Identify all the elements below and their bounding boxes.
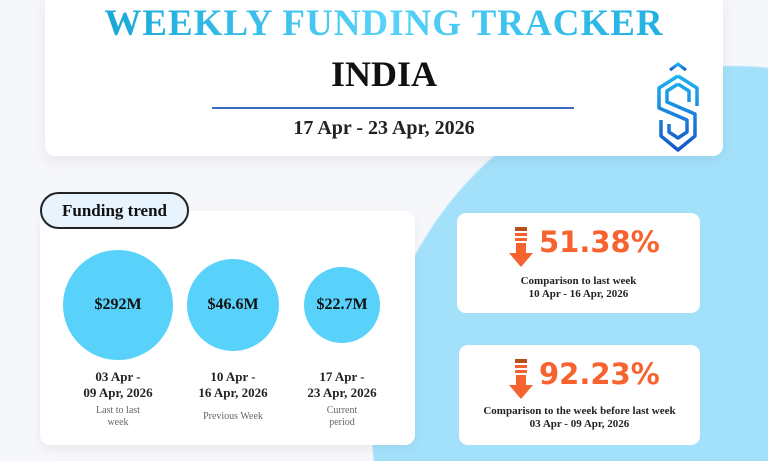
comparison-text: Comparison to the week before last week … xyxy=(459,405,700,431)
comparison-text: Comparison to last week 10 Apr - 16 Apr,… xyxy=(457,275,700,301)
arrow-down-icon xyxy=(509,227,533,267)
comparison-label: Comparison to last week xyxy=(520,275,637,287)
comparison-period: 10 Apr - 16 Apr, 2026 xyxy=(528,288,629,300)
date-line: 23 Apr, 2026 xyxy=(307,385,377,400)
caption-line: Last to last xyxy=(96,405,140,416)
bubble-value-label: $22.7M xyxy=(316,296,368,313)
bubble-value-label: $292M xyxy=(94,296,142,313)
date-line: 03 Apr - xyxy=(95,369,141,384)
period-caption: Last to last week xyxy=(68,405,168,429)
date-line: 09 Apr, 2026 xyxy=(83,385,153,400)
caption-line: period xyxy=(329,417,355,428)
change-percent: 92.23% xyxy=(539,357,660,391)
caption-line: Previous Week xyxy=(203,411,263,422)
comparison-period: 03 Apr - 09 Apr, 2026 xyxy=(529,418,630,430)
date-line: 17 Apr - xyxy=(319,369,365,384)
comparison-card-last-week: 51.38% Comparison to last week 10 Apr - … xyxy=(457,213,700,313)
bubble-value-label: $46.6M xyxy=(207,296,259,313)
caption-line: Current xyxy=(326,405,358,416)
period-date-label: 03 Apr -09 Apr, 2026 xyxy=(63,369,173,401)
date-range: 17 Apr - 23 Apr, 2026 xyxy=(293,117,475,139)
header-card: WEEKLY FUNDING TRACKER INDIA 17 Apr - 23… xyxy=(45,0,723,156)
comparison-label: Comparison to the week before last week xyxy=(483,405,676,417)
page-title: WEEKLY FUNDING TRACKER xyxy=(45,2,723,45)
funding-bubble: $292M xyxy=(63,250,173,360)
funding-trend-label: Funding trend xyxy=(40,192,189,229)
change-percent: 51.38% xyxy=(539,225,660,259)
period-caption: Current period xyxy=(292,405,392,429)
period-caption: Previous Week xyxy=(183,411,283,423)
country-title: INDIA xyxy=(330,54,437,94)
funding-bubble: $46.6M xyxy=(187,259,279,351)
period-date-label: 17 Apr -23 Apr, 2026 xyxy=(287,369,397,401)
date-line: 16 Apr, 2026 xyxy=(198,385,268,400)
caption-line: week xyxy=(107,417,129,428)
comparison-card-week-before-last: 92.23% Comparison to the week before las… xyxy=(459,345,700,445)
funding-trend-card: $292M 03 Apr -09 Apr, 2026 Last to last wee… xyxy=(40,211,415,445)
logo-s-icon xyxy=(657,62,699,152)
period-date-label: 10 Apr -16 Apr, 2026 xyxy=(178,369,288,401)
date-line: 10 Apr - xyxy=(210,369,256,384)
divider xyxy=(212,107,574,109)
arrow-down-icon xyxy=(509,359,533,399)
funding-bubble: $22.7M xyxy=(304,267,380,343)
